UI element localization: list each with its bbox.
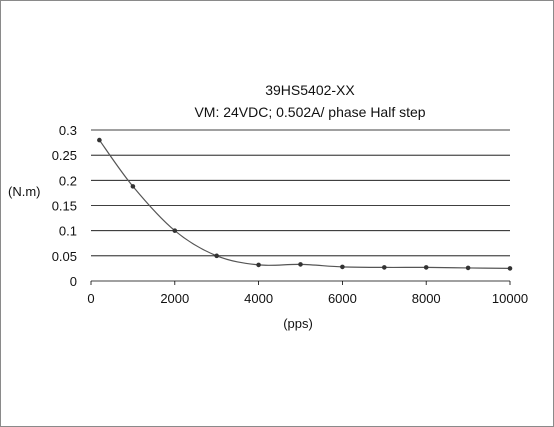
data-point [340, 264, 345, 270]
y-axis-ticks: 0 0.05 0.1 0.15 0.2 0.25 0.3 [52, 123, 77, 289]
y-tick-label: 0.25 [52, 148, 77, 163]
y-tick-label: 0.3 [59, 123, 77, 138]
x-axis-ticks: 0 2000 4000 6000 8000 10000 [87, 281, 528, 306]
y-tick-label: 0.1 [59, 224, 77, 239]
gridlines [91, 129, 510, 282]
data-point [130, 184, 136, 189]
y-tick-label: 0.15 [52, 199, 77, 214]
x-tick-label: 8000 [412, 291, 441, 306]
data-point [507, 266, 513, 271]
data-point [214, 253, 219, 259]
chart-subtitle: VM: 24VDC; 0.502A/ phase Half step [194, 104, 425, 120]
data-point [382, 265, 387, 270]
x-tick-label: 10000 [492, 291, 528, 306]
x-tick-label: 0 [87, 291, 94, 306]
y-tick-label: 0 [70, 274, 77, 289]
series-group [97, 137, 513, 271]
y-axis-label: (N.m) [8, 184, 41, 199]
data-point [465, 265, 471, 271]
x-tick-label: 4000 [244, 291, 273, 306]
data-point [298, 262, 303, 267]
series-line [98, 139, 511, 270]
x-tick-label: 6000 [328, 291, 357, 306]
y-tick-label: 0.05 [52, 249, 77, 264]
data-point [97, 137, 102, 143]
x-axis-label: (pps) [283, 316, 313, 331]
data-point [172, 228, 178, 233]
chart-title: 39HS5402-XX [265, 82, 355, 98]
x-tick-label: 2000 [160, 291, 189, 306]
data-point [256, 262, 261, 268]
y-tick-label: 0.2 [59, 173, 77, 188]
data-point [423, 265, 429, 270]
